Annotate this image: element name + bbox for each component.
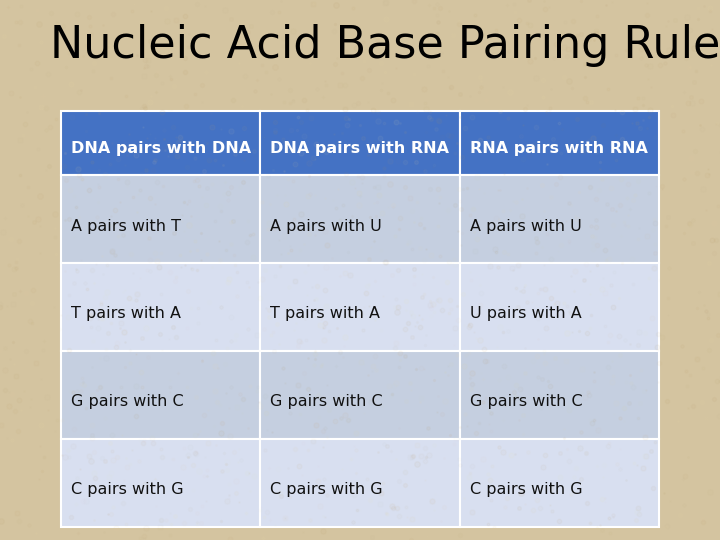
Bar — [459, 438, 659, 526]
Bar — [261, 111, 459, 175]
Text: G pairs with C: G pairs with C — [71, 394, 184, 409]
Text: A pairs with U: A pairs with U — [469, 219, 581, 234]
Bar — [61, 351, 261, 438]
Text: Nucleic Acid Base Pairing Rules: Nucleic Acid Base Pairing Rules — [50, 24, 720, 68]
Bar — [459, 175, 659, 263]
Text: G pairs with C: G pairs with C — [469, 394, 582, 409]
Bar — [61, 263, 261, 351]
Text: RNA pairs with RNA: RNA pairs with RNA — [469, 140, 647, 156]
Text: U pairs with A: U pairs with A — [469, 306, 581, 321]
Text: DNA pairs with DNA: DNA pairs with DNA — [71, 140, 251, 156]
Bar — [459, 111, 659, 175]
Bar — [61, 111, 261, 175]
Bar — [261, 175, 459, 263]
Text: C pairs with G: C pairs with G — [469, 482, 582, 497]
Bar — [261, 351, 459, 438]
Text: C pairs with G: C pairs with G — [271, 482, 383, 497]
Bar — [61, 175, 261, 263]
Bar — [459, 351, 659, 438]
Text: A pairs with T: A pairs with T — [71, 219, 181, 234]
Bar — [459, 263, 659, 351]
Text: G pairs with C: G pairs with C — [271, 394, 383, 409]
Text: DNA pairs with RNA: DNA pairs with RNA — [271, 140, 449, 156]
Text: T pairs with A: T pairs with A — [71, 306, 181, 321]
Bar — [261, 438, 459, 526]
Bar — [261, 263, 459, 351]
Text: C pairs with G: C pairs with G — [71, 482, 184, 497]
Bar — [61, 438, 261, 526]
Text: A pairs with U: A pairs with U — [271, 219, 382, 234]
Text: T pairs with A: T pairs with A — [271, 306, 380, 321]
